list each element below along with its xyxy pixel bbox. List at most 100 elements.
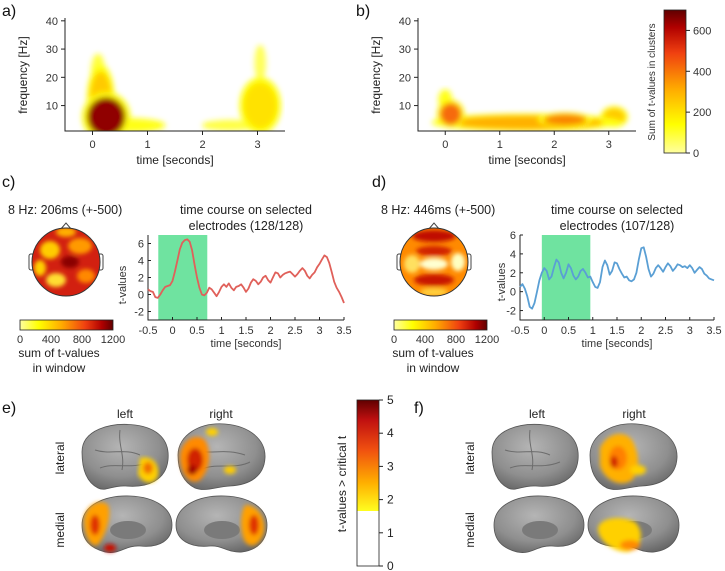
panel-label-f: f) [414,400,424,417]
topo-colorbar-tick-label: 800 [447,334,465,346]
series-line [519,246,715,310]
topo-c [28,222,104,297]
x-tick-label: 0.5 [561,325,576,337]
brain-colorbar-ticks: 0 1 2 3 4 5 [379,393,394,571]
x-tick-label: 1.5 [238,325,253,337]
y-tick-label: -2 [134,307,144,319]
heatmap-a-clusters [82,45,281,131]
y-tick-label: 2 [138,273,144,285]
panel-label-b: b) [356,3,370,20]
x-tick-label: 3 [254,139,260,151]
y-tick-label: 4 [510,249,516,261]
brain-f-left-label: left [529,407,546,421]
x-tick-label: 3.5 [336,325,351,337]
line-c-ylabel: t-values [117,265,129,304]
topo-c-colorbar-label2: in window [33,361,86,375]
heatmap-a-xlabel: time [seconds] [136,153,213,167]
topo-d-colorbar-label1: sum of t-values [392,346,473,360]
topo-c-title: 8 Hz: 206ms (+-500) [8,203,122,217]
y-tick-label: 0 [510,287,516,299]
brain-colorbar-tick-label: 2 [387,493,394,507]
brain-e-row-medial: medial [53,512,67,547]
colorbar-tick-label: 600 [693,25,711,37]
y-tick-label: 10 [46,101,58,113]
brain-panel-f: left right lateral medial [463,407,680,553]
topo-c-colorbar-label1: sum of t-values [18,346,99,360]
colorbar-b-gradient [663,9,687,154]
brain-f-right-medial [587,495,680,553]
x-tick-label: 1 [218,325,224,337]
y-tick-label: 40 [399,16,411,28]
topo-colorbar-tick-label: 1200 [475,334,499,346]
x-tick-label: 0 [89,139,95,151]
x-tick-label: 1 [144,139,150,151]
x-tick-label: 0 [442,139,448,151]
x-tick-label: 3 [316,325,322,337]
colorbar-b-label: Sum of t-values in clusters [647,23,658,140]
analysis-window [158,235,208,320]
x-tick-label: 1 [497,139,503,151]
x-tick-label: 2 [267,325,273,337]
x-tick-label: 0.5 [189,325,204,337]
x-tick-label: 0 [169,325,175,337]
colorbar-b-ticks: 0 200 400 600 [686,25,711,160]
heatmap-b-ticks: 0 1 2 3 10 20 30 40 [399,16,612,151]
brain-colorbar-tick-label: 3 [387,459,394,473]
x-tick-label: 2 [199,139,205,151]
line-chart-d: -0.5 0 0.5 1 1.5 2 2.5 3 3.5 -2 0 2 4 6 [506,230,721,337]
x-tick-label: 2.5 [658,325,673,337]
brain-colorbar-label: t-values > critical t [335,435,349,532]
line-d-xlabel: time [seconds] [582,338,653,350]
x-tick-label: -0.5 [511,325,530,337]
heatmap-a-ticks: 0 1 2 3 10 20 30 40 [46,16,261,151]
y-tick-label: 6 [510,230,516,242]
brain-colorbar-tick-label: 1 [387,526,394,540]
panel-label-d: d) [372,174,386,191]
cluster [255,49,265,78]
brain-f-right-lateral [589,423,678,490]
x-tick-label: 3.5 [706,325,721,337]
heatmap-a-ylabel: frequency [Hz] [16,36,30,113]
heatmap-b-clusters [431,89,628,131]
x-tick-label: -0.5 [139,325,158,337]
cluster [208,121,252,130]
heatmap-a: 0 1 2 3 10 20 30 40 time [seconds] frequency [H… [16,16,285,167]
x-tick-label: 2 [551,139,557,151]
x-tick-label: 0 [541,325,547,337]
topo-d-colorbar: 0 400 800 1200 sum of t-values in window [391,319,499,375]
heatmap-b-xlabel: time [seconds] [488,153,565,167]
y-tick-label: 6 [138,239,144,251]
series-line [147,238,345,304]
line-chart-c: -0.5 0 0.5 1 1.5 2 2.5 3 3.5 -2 0 2 4 6 [134,235,352,337]
topo-c-colorbar: 0 400 800 1200 sum of t-values in window [17,319,125,375]
cluster [243,82,277,129]
topo-d-map [404,230,465,296]
line-c-title2: electrodes (128/128) [189,219,304,233]
topo-c-map [34,228,95,287]
cluster [543,114,587,126]
x-tick-label: 1 [590,325,596,337]
brain-e-right-label: right [209,407,233,421]
brain-f-row-lateral: lateral [463,442,477,475]
heatmap-b: 0 1 2 3 10 20 30 40 time [seconds] frequency [H… [369,16,636,167]
y-tick-label: 2 [510,268,516,280]
cluster [87,97,126,131]
line-d-title2: electrodes (107/128) [560,219,675,233]
panel-label-a: a) [2,3,16,20]
brain-f-row-medial: medial [463,512,477,547]
line-d-title: time course on selected [551,203,683,217]
x-tick-label: 3 [606,139,612,151]
y-tick-label: 10 [399,101,411,113]
brain-colorbar-tick-label: 4 [387,426,394,440]
brain-f-left-medial [493,495,585,553]
topo-colorbar-tick-label: 400 [42,334,60,346]
x-tick-label: 2.5 [287,325,302,337]
colorbar-tick-label: 400 [693,66,711,78]
y-tick-label: 40 [46,16,58,28]
colorbar-tick-label: 0 [693,148,699,160]
panel-label-c: c) [2,174,15,191]
brain-e-right-medial [175,495,268,553]
brain-e-right-lateral [177,423,266,490]
heatmap-b-axes [417,18,636,132]
panel-label-e: e) [2,400,16,417]
